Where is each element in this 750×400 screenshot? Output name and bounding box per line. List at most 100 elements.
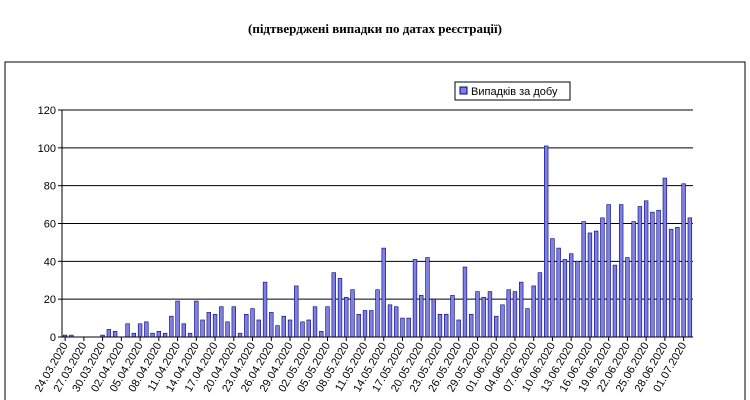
bar: [487, 291, 493, 338]
bar: [387, 304, 393, 338]
bar: [200, 319, 205, 338]
bar: [500, 304, 505, 338]
bar: [400, 317, 405, 338]
bar: [256, 319, 261, 338]
bar: [337, 278, 343, 338]
bar: [300, 321, 305, 338]
bar: [600, 217, 605, 338]
bar: [606, 204, 611, 338]
bar: [237, 332, 243, 338]
bar: [618, 204, 624, 338]
bar: [450, 295, 455, 338]
bar: [581, 221, 586, 338]
bar: [125, 323, 130, 338]
legend-swatch: [459, 86, 468, 95]
y-tick-label: 20: [44, 294, 56, 306]
bar: [681, 183, 686, 338]
bar: [287, 319, 293, 338]
bar: [562, 259, 568, 338]
bar: [687, 217, 693, 338]
bar: [494, 315, 499, 338]
bar: [269, 312, 274, 338]
bar: [537, 272, 543, 338]
y-tick-label: 0: [50, 332, 56, 344]
bar: [519, 281, 524, 338]
bar: [575, 261, 580, 338]
bar: [556, 247, 561, 338]
bar: [362, 310, 368, 338]
bar: [156, 331, 162, 338]
bar: [675, 226, 680, 338]
y-tick-label: 40: [44, 256, 56, 268]
bar: [668, 228, 674, 338]
bar: [456, 319, 461, 338]
bar: [331, 272, 336, 338]
bar: [437, 313, 443, 338]
bar: [593, 230, 599, 338]
bar: [144, 321, 149, 338]
bar: [131, 332, 137, 338]
bar: [587, 232, 593, 338]
bar: [568, 253, 574, 338]
legend-label: Випадків за добу: [471, 86, 558, 98]
bar: [643, 200, 649, 338]
bar: [412, 259, 418, 338]
bar: [612, 264, 618, 338]
bar: [219, 306, 224, 338]
bar: [662, 177, 668, 338]
bar: [162, 332, 168, 338]
y-tick-label: 80: [44, 181, 56, 193]
bar: [244, 313, 249, 338]
bar: [506, 289, 511, 338]
bar: [150, 332, 155, 338]
bar: [112, 331, 118, 338]
y-tick-label: 120: [38, 105, 56, 117]
bar: [375, 289, 380, 338]
bar: [425, 257, 430, 338]
bar: [369, 310, 374, 338]
bar: [469, 313, 474, 338]
bar: [181, 323, 187, 338]
bar: [656, 209, 661, 338]
bar: [444, 313, 449, 338]
bar: [294, 285, 299, 338]
bar: [431, 298, 436, 338]
bar: [512, 291, 518, 338]
bar: [262, 281, 268, 338]
bar: [231, 306, 236, 338]
bar: [525, 308, 530, 338]
bar: [462, 266, 468, 338]
bar: [350, 289, 355, 338]
bar: [394, 306, 399, 338]
y-tick-label: 60: [44, 219, 56, 231]
bar: [275, 325, 280, 338]
bar: [419, 295, 424, 338]
bar: [206, 312, 211, 338]
bar: [212, 313, 218, 338]
bar: [250, 308, 255, 338]
bar: [637, 206, 643, 338]
bar: [225, 321, 230, 338]
bar: [319, 331, 324, 338]
bar: [194, 300, 199, 338]
bar: [481, 296, 486, 338]
bar: [344, 296, 349, 338]
bar: [650, 211, 655, 338]
bar: [175, 300, 180, 338]
bar: [381, 247, 386, 338]
bar: [475, 291, 480, 338]
bar: [544, 145, 549, 338]
bar: [550, 238, 555, 338]
bar: [137, 323, 143, 338]
chart-frame: [4, 61, 746, 400]
bar: [306, 319, 311, 338]
bar: [312, 306, 318, 338]
bar: [625, 257, 630, 338]
chart-subtitle: (підтверджені випадки по датах реєстраці…: [248, 21, 502, 36]
bar: [356, 313, 361, 338]
legend-box: [454, 81, 571, 101]
bar: [631, 221, 636, 338]
bar: [325, 306, 330, 338]
bar: [187, 332, 193, 338]
